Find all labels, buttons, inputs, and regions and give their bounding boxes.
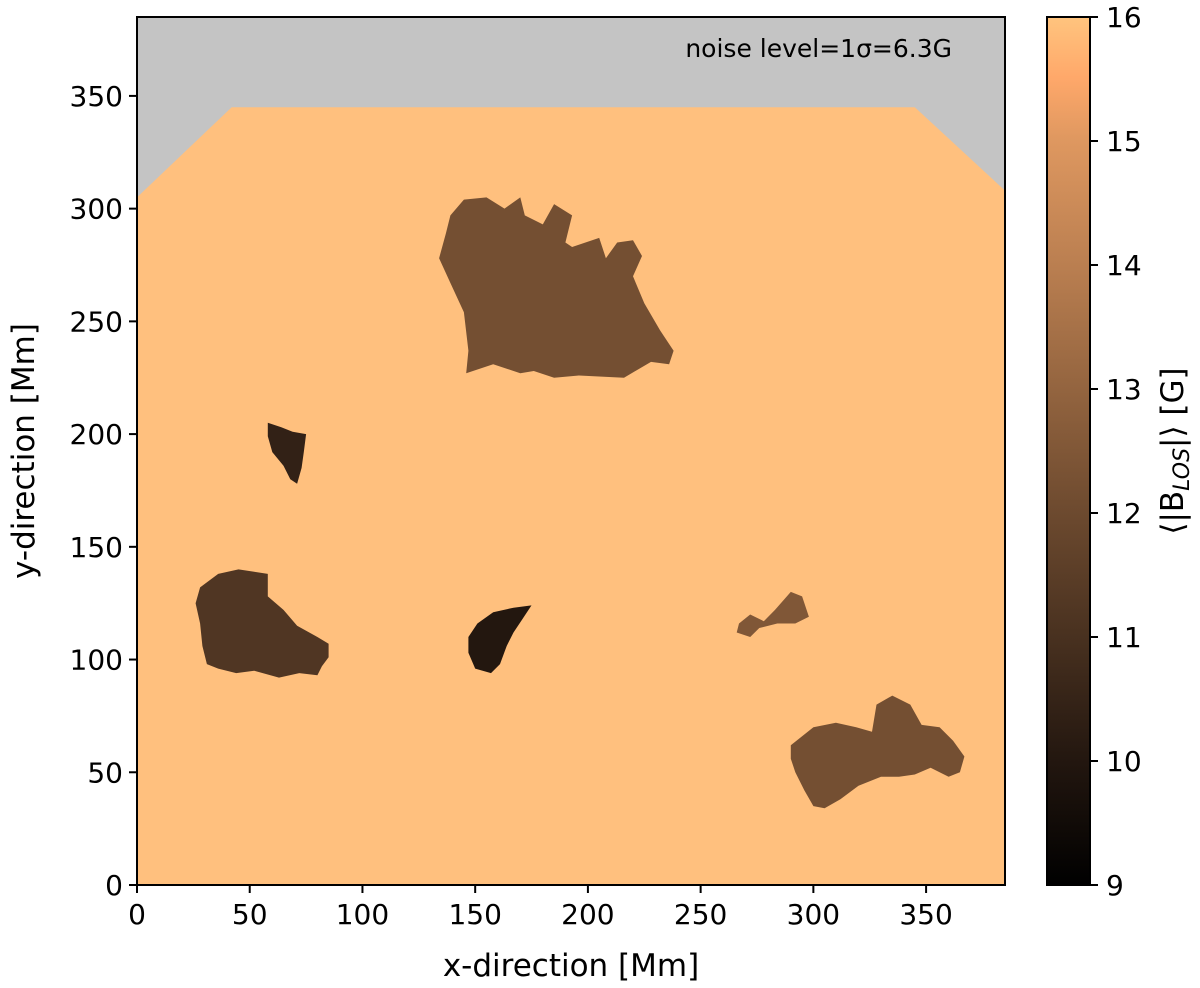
plot-area <box>137 17 1005 885</box>
x-tick-label: 150 <box>448 898 501 931</box>
y-tick-label: 0 <box>105 869 123 902</box>
x-tick-label: 300 <box>787 898 840 931</box>
y-tick-label: 350 <box>70 80 123 113</box>
x-tick-label: 0 <box>128 898 146 931</box>
plot-frame <box>136 16 1006 886</box>
y-tick-label: 100 <box>70 644 123 677</box>
x-tick-label: 50 <box>232 898 268 931</box>
colorbar-label-main: ⟨|B <box>1155 491 1191 535</box>
x-axis: 0 50 100 150 200 250 300 350 <box>128 885 953 931</box>
colorbar: 9 10 11 12 13 14 15 16 ⟨|BLOS|⟩ [G] <box>1046 1 1195 902</box>
colorbar-tick-label: 14 <box>1106 249 1142 282</box>
colorbar-gradient <box>1046 16 1091 886</box>
masked-region <box>137 17 1005 198</box>
colorbar-tick-label: 9 <box>1106 869 1124 902</box>
colorbar-tick-label: 15 <box>1106 125 1142 158</box>
colorbar-label-tail: |⟩ [G] <box>1155 367 1191 448</box>
colorbar-label-sub: LOS <box>1170 448 1195 491</box>
colorbar-tick-label: 13 <box>1106 373 1142 406</box>
colorbar-tick-label: 11 <box>1106 621 1142 654</box>
y-tick-label: 300 <box>70 193 123 226</box>
x-tick-label: 200 <box>561 898 614 931</box>
y-tick-label: 50 <box>87 756 123 789</box>
field-region-3 <box>468 605 532 674</box>
field-region-1 <box>267 422 307 484</box>
noise-annotation: noise level=1σ=6.3G <box>685 34 952 63</box>
field-region-2 <box>195 569 329 678</box>
x-tick-label: 100 <box>336 898 389 931</box>
y-tick-label: 250 <box>70 305 123 338</box>
y-tick-label: 150 <box>70 531 123 564</box>
y-axis: 0 50 100 150 200 250 300 350 <box>70 80 137 902</box>
field-region-5 <box>790 695 965 809</box>
colorbar-tick-label: 16 <box>1106 1 1142 34</box>
colorbar-label: ⟨|BLOS|⟩ [G] <box>1155 367 1195 534</box>
x-tick-label: 350 <box>899 898 952 931</box>
colorbar-tick-label: 10 <box>1106 745 1142 778</box>
y-axis-label: y-direction [Mm] <box>6 323 42 579</box>
y-tick-label: 200 <box>70 418 123 451</box>
field-region-4 <box>736 591 809 637</box>
colorbar-tick-label: 12 <box>1106 497 1142 530</box>
field-region-0 <box>439 197 674 378</box>
x-axis-label: x-direction [Mm] <box>443 948 699 984</box>
x-tick-label: 250 <box>674 898 727 931</box>
